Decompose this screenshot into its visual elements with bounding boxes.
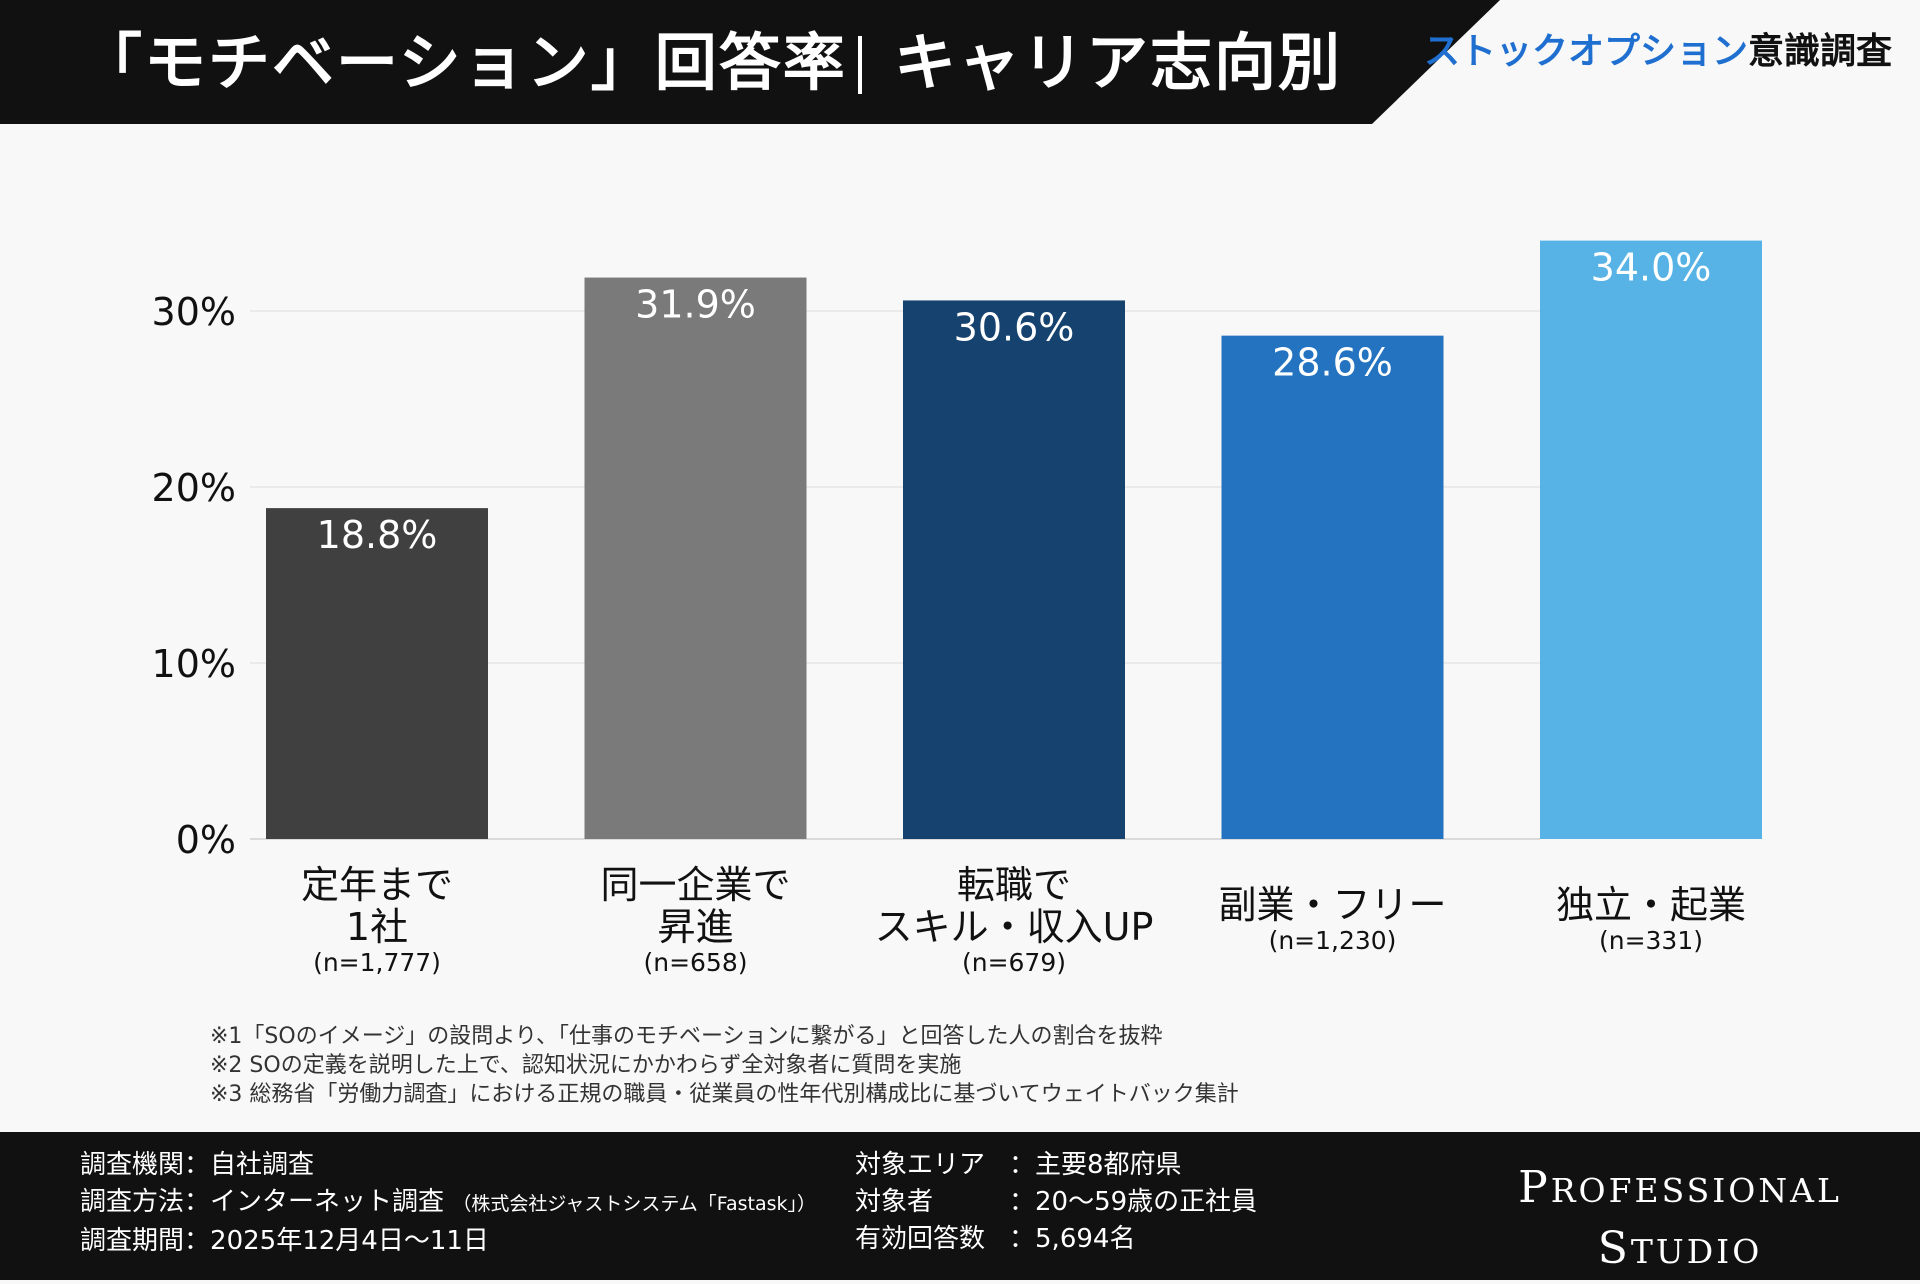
meta-area: 対象エリア ：主要8都府県 [855,1150,1182,1180]
sample-size: (n=331) [1598,926,1704,955]
footnotes: ※1「SOのイメージ」の設問より、「仕事のモチベーションに繋がる」と回答した人の… [210,1022,1239,1109]
meta-method: 調査方法：インターネット調査 （株式会社ジャストシステム「Fastask」） [80,1187,817,1217]
meta-responses: 有効回答数 ：5,694名 [855,1224,1136,1254]
bar-chart: 0% 10% 20% 30% 18.8% 31.9% 30.6% 28.6% 34.0% [152,240,1762,862]
footnote: ※2 SOの定義を説明した上で、認知状況にかかわらず全対象者に質問を実施 [210,1053,962,1078]
category-line: 副業・フリー [1218,883,1447,927]
x-tick-label: 独立・起業 (n=331) [1511,884,1791,956]
category-line: 転職で [956,863,1071,907]
bar [266,508,488,839]
x-tick-label: 副業・フリー (n=1,230) [1193,884,1473,956]
professional-studio-logo: PROFESSIONAL STUDIO [1518,1162,1842,1274]
x-tick-label: 定年まで 1社 (n=1,777) [237,864,517,978]
data-label: 30.6% [954,305,1075,349]
header-banner [0,0,1500,124]
meta-period: 調査期間：2025年12月4日〜11日 [80,1226,489,1256]
survey-meta-right: 対象エリア ：主要8都府県 対象者 ：20〜59歳の正社員 有効回答数 ：5,694名 [855,1147,1257,1258]
x-tick-label: 同一企業で 昇進 (n=658) [556,864,836,978]
survey-name-rest: 意識調査 [1747,31,1892,72]
category-line: 定年まで [300,863,453,907]
page-subtitle: キャリア志向別 [894,26,1343,99]
sample-size: (n=1,230) [1268,926,1397,955]
footnote: ※1「SOのイメージ」の設問より、「仕事のモチベーションに繋がる」と回答した人の… [210,1024,1163,1049]
category-line: 昇進 [657,905,734,949]
meta-org: 調査機関：自社調査 [80,1150,315,1180]
bar [1540,240,1762,840]
bar [584,277,807,839]
category-line: スキル・収入UP [874,905,1154,949]
meta-target: 対象者 ：20〜59歳の正社員 [855,1187,1258,1217]
y-tick-label: 30% [152,290,236,334]
footnote: ※3 総務省「労働力調査」における正規の職員・従業員の性年代別構成比に基づいてウ… [210,1082,1239,1107]
bar [903,300,1125,839]
survey-name-accent: ストックオプション [1423,31,1748,72]
category-line: 独立・起業 [1555,883,1746,927]
sample-size: (n=679) [961,948,1067,977]
survey-name: ストックオプション意識調査 [1424,22,1892,74]
data-label: 18.8% [317,513,438,557]
y-tick-label: 10% [152,642,236,686]
title-divider [858,36,862,94]
y-tick-label: 20% [152,466,236,510]
page-title: 「モチベーション」回答率 [80,26,847,99]
sample-size: (n=1,777) [313,948,441,977]
data-label: 31.9% [635,283,756,327]
footer: 調査機関：自社調査 調査方法：インターネット調査 （株式会社ジャストシステム「F… [0,1132,1920,1280]
data-label: 28.6% [1272,341,1393,385]
bar [1221,335,1444,839]
category-line: 1社 [345,905,409,949]
survey-meta-left: 調査機関：自社調査 調査方法：インターネット調査 （株式会社ジャストシステム「F… [80,1147,816,1260]
x-tick-label: 転職で スキル・収入UP (n=679) [874,864,1154,978]
sample-size: (n=658) [643,948,748,977]
data-label: 34.0% [1591,246,1712,290]
y-tick-label: 0% [176,818,236,862]
category-line: 同一企業で [600,863,791,907]
